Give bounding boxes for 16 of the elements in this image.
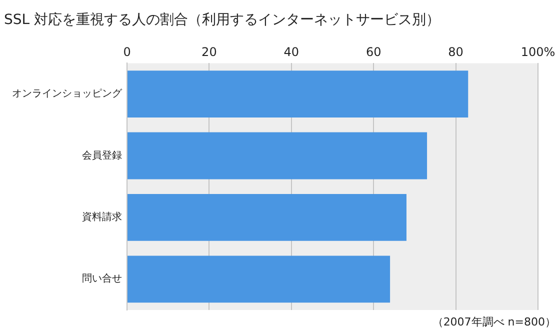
x-tick-label: 100%	[520, 45, 556, 60]
x-tick-label: 40	[284, 45, 300, 60]
bar	[128, 194, 406, 241]
bar	[128, 70, 468, 118]
x-tick-label: 0	[123, 45, 131, 60]
y-tick-label: 資料請求	[82, 211, 122, 224]
x-tick-label: 20	[202, 45, 217, 60]
x-tick-label: 80	[448, 45, 464, 60]
y-tick-label: 会員登録	[82, 149, 122, 162]
bar	[128, 256, 390, 303]
chart-title: SSL 対応を重視する人の割合（利用するインターネットサービス別）	[4, 12, 440, 28]
bar	[128, 132, 428, 180]
x-tick-label: 60	[366, 45, 382, 60]
y-tick-label: オンラインショッピング	[12, 88, 123, 100]
y-tick-label: 問い合せ	[82, 272, 122, 285]
text: （2007年調べ n=800）	[432, 315, 556, 328]
